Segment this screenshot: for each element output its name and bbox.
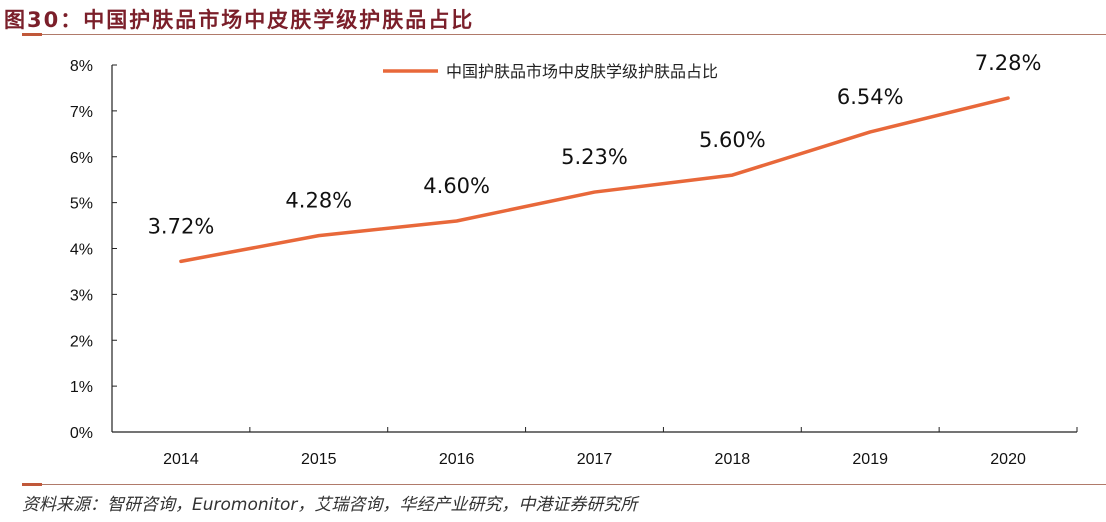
y-tick-label: 1% bbox=[70, 379, 93, 396]
figure-title: 图30：中国护肤品市场中皮肤学级护肤品占比 bbox=[4, 8, 475, 32]
data-label: 4.60% bbox=[423, 174, 490, 198]
y-tick-label: 2% bbox=[70, 333, 93, 350]
y-tick-label: 6% bbox=[70, 150, 93, 167]
y-tick-label: 7% bbox=[70, 104, 93, 121]
data-label: 5.23% bbox=[561, 145, 628, 169]
x-tick-label: 2016 bbox=[439, 451, 475, 468]
x-tick-label: 2015 bbox=[301, 451, 337, 468]
y-tick-label: 4% bbox=[70, 242, 93, 259]
data-label: 6.54% bbox=[837, 85, 904, 109]
footer-divider bbox=[22, 483, 1106, 486]
data-label: 4.28% bbox=[285, 189, 352, 213]
y-tick-label: 3% bbox=[70, 287, 93, 304]
data-label: 7.28% bbox=[975, 51, 1042, 75]
y-tick-label: 8% bbox=[70, 58, 93, 75]
x-tick-label: 2018 bbox=[715, 451, 751, 468]
data-label: 3.72% bbox=[148, 214, 215, 238]
y-tick-label: 5% bbox=[70, 196, 93, 213]
source-note: 资料来源：智研咨询，Euromonitor，艾瑞咨询，华经产业研究，中港证券研究… bbox=[22, 495, 638, 515]
data-label: 5.60% bbox=[699, 128, 766, 152]
title-divider bbox=[22, 33, 1106, 36]
x-tick-label: 2020 bbox=[990, 451, 1026, 468]
x-tick-label: 2014 bbox=[163, 451, 199, 468]
x-tick-label: 2017 bbox=[577, 451, 613, 468]
series-line bbox=[179, 96, 1010, 264]
y-tick-label: 0% bbox=[70, 425, 93, 442]
legend-label: 中国护肤品市场中皮肤学级护肤品占比 bbox=[446, 62, 718, 81]
x-tick-label: 2019 bbox=[852, 451, 888, 468]
